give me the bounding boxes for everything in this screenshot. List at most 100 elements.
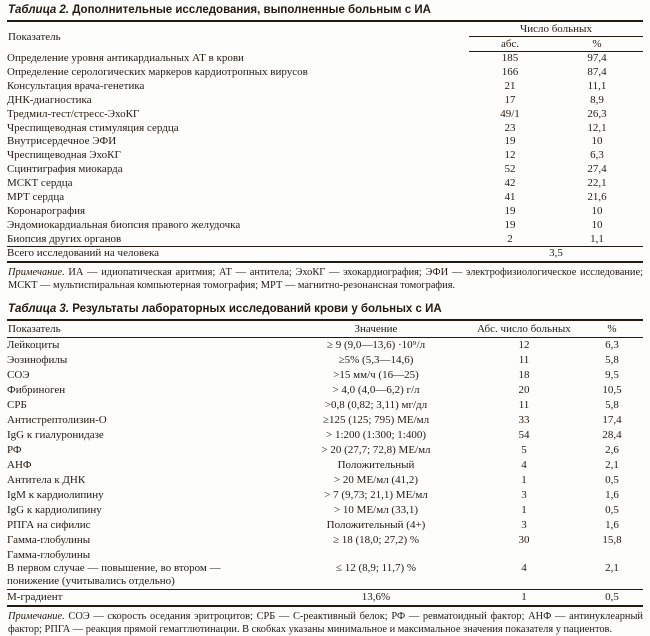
table-row: Эндомиокардиальная биопсия правого желуд… — [7, 219, 643, 233]
table2-header-row-2: абс. % — [7, 36, 643, 52]
table2-header: Показатель Число больных абс. % — [7, 22, 643, 52]
value-cell: > 10 МЕ/мл (33,1) — [333, 503, 419, 516]
value-cell: > 20 (27,7; 72,8) МЕ/мл — [321, 443, 431, 456]
table-row: Антистрептолизин-О ≥125 (125; 795) МЕ/мл 3… — [7, 413, 643, 428]
pct-cell: 10 — [591, 218, 603, 231]
pct-cell: 21,6 — [587, 190, 607, 203]
abs-cell: 20 — [518, 383, 530, 396]
table-row: Антитела к ДНК > 20 МЕ/мл (41,2) 1 0,5 — [7, 473, 643, 488]
pct-cell: 10 — [591, 204, 603, 217]
abs-cell: 11 — [518, 398, 530, 411]
pct-cell: 6,3 — [605, 338, 619, 351]
abs-cell: 3 — [521, 518, 527, 531]
indicator-cell: СРБ — [7, 398, 27, 411]
table3-col-pct: % — [581, 320, 643, 338]
pct-cell: 97,4 — [587, 52, 607, 65]
abs-cell: 52 — [504, 163, 516, 176]
value-cell: Положительный — [337, 458, 415, 471]
indicator-cell: МРТ сердца — [7, 190, 65, 203]
indicator-cell: Тредмил-тест/стресс-ЭхоКГ — [7, 107, 140, 120]
abs-cell: 21 — [504, 79, 516, 92]
indicator-cell: МСКТ сердца — [7, 177, 73, 190]
abs-cell: 5 — [521, 443, 527, 456]
value-cell: > 7 (9,73; 21,1) МЕ/мл — [324, 488, 428, 501]
pct-cell: 1,6 — [605, 518, 619, 531]
table-row: Фибриноген > 4,0 (4,0—6,2) г/л 20 10,5 — [7, 383, 643, 398]
abs-cell: 30 — [518, 533, 530, 546]
table3-header-row: Показатель Значение Абс. число больных % — [7, 320, 643, 338]
pct-cell: 26,3 — [587, 107, 607, 120]
pct-cell: 10,5 — [602, 383, 622, 396]
table2-col-pct: % — [551, 36, 643, 52]
indicator-cell: АНФ — [7, 458, 32, 471]
table-row: Гамма-глобулины ≥ 18 (18,0; 27,2) % 30 15,8 — [7, 533, 643, 548]
table3-section: Таблица 3. Результаты лабораторных иссле… — [7, 301, 643, 636]
indicator-cell: Консультация врача-генетика — [7, 79, 145, 92]
abs-cell: 19 — [504, 218, 516, 231]
pct-cell: 6,3 — [590, 149, 604, 162]
table-row: М-градиент 13,6% 1 0,5 — [7, 588, 643, 606]
table3-footnote-text: СОЭ — скорость оседания эритроцитов; СРБ… — [8, 610, 643, 635]
table3-col-value: Значение — [285, 320, 467, 338]
indicator-cell: РФ — [7, 443, 22, 456]
table3-footnote-label: Примечание. — [8, 610, 65, 622]
pct-cell: 0,5 — [581, 588, 643, 606]
abs-cell: 54 — [518, 428, 530, 441]
total-label: Всего исследований на человека — [7, 246, 469, 263]
indicator-cell: Гамма-глобулины — [7, 533, 91, 546]
indicator-cell: ДНК-диагностика — [7, 93, 92, 106]
table2-col-abs: абс. — [469, 36, 551, 52]
table-row: Чреспищеводная стимуляция сердца 23 12,1 — [7, 121, 643, 135]
indicator-cell: Эндомиокардиальная биопсия правого желуд… — [7, 218, 241, 231]
table-row: СРБ >0,8 (0,82; 3,11) мг/дл 11 5,8 — [7, 398, 643, 413]
indicator-cell: Гамма-глобулины В первом случае — повыше… — [7, 548, 221, 587]
value-cell: ≤ 12 (8,9; 11,7) % — [335, 561, 417, 574]
table-row: Эозинофилы ≥5% (5,3—14,6) 11 5,8 — [7, 353, 643, 368]
indicator-cell: Сцинтиграфия миокарда — [7, 163, 123, 176]
indicator-cell: РПГА на сифилис — [7, 518, 91, 531]
table3-title-text: Результаты лабораторных исследований кро… — [69, 302, 442, 315]
value-cell: >15 мм/ч (16—25) — [333, 368, 419, 381]
table-row: Биопсия других органов 2 1,1 — [7, 232, 643, 246]
abs-cell: 1 — [521, 503, 527, 516]
table2-total-row: Всего исследований на человека 3,5 — [7, 246, 643, 263]
indicator-cell: Биопсия других органов — [7, 232, 122, 245]
indicator-cell: Коронарография — [7, 204, 86, 217]
abs-cell: 12 — [518, 338, 530, 351]
abs-cell: 17 — [504, 93, 516, 106]
table3-col-abs: Абс. число больных — [467, 320, 581, 338]
table-row: Консультация врача-генетика 21 11,1 — [7, 80, 643, 94]
pct-cell: 12,1 — [587, 121, 607, 134]
abs-cell: 12 — [504, 149, 516, 162]
indicator-cell: Внутрисердечное ЭФИ — [7, 135, 117, 148]
value-cell: ≥ 9 (9,0—13,6) ·10⁹/л — [326, 338, 426, 351]
pct-cell: 17,4 — [602, 413, 622, 426]
pct-cell: 2,6 — [605, 443, 619, 456]
value-cell: 13,6% — [285, 588, 467, 606]
abs-cell: 4 — [521, 561, 527, 574]
table2-col-group: Число больных — [469, 22, 643, 37]
pct-cell: 1,1 — [590, 232, 604, 245]
value-cell: > 4,0 (4,0—6,2) г/л — [332, 383, 420, 396]
table-row: Чреспищеводная ЭхоКГ 12 6,3 — [7, 149, 643, 163]
table3-title: Таблица 3. Результаты лабораторных иссле… — [7, 301, 643, 321]
abs-cell: 185 — [501, 52, 519, 65]
table-row: Определение серологических маркеров кард… — [7, 66, 643, 80]
indicator-cell: Фибриноген — [7, 383, 66, 396]
value-cell: > 20 МЕ/мл (41,2) — [333, 473, 419, 486]
table-row: IgG к гиалуронидазе > 1:200 (1:300; 1:400… — [7, 428, 643, 443]
table-row: СОЭ >15 мм/ч (16—25) 18 9,5 — [7, 368, 643, 383]
abs-cell: 33 — [518, 413, 530, 426]
indicator-cell: IgM к кардиолипину — [7, 488, 104, 501]
indicator-cell: Определение серологических маркеров кард… — [7, 66, 308, 79]
value-cell: > 1:200 (1:300; 1:400) — [325, 428, 426, 441]
abs-cell: 1 — [467, 588, 581, 606]
abs-cell: 166 — [501, 66, 519, 79]
pct-cell: 0,5 — [605, 503, 619, 516]
total-value: 3,5 — [469, 246, 643, 263]
table2-title: Таблица 2. Дополнительные исследования, … — [7, 2, 643, 22]
abs-cell: 19 — [504, 135, 516, 148]
table-row: Коронарография 19 10 — [7, 205, 643, 219]
pct-cell: 28,4 — [602, 428, 622, 441]
